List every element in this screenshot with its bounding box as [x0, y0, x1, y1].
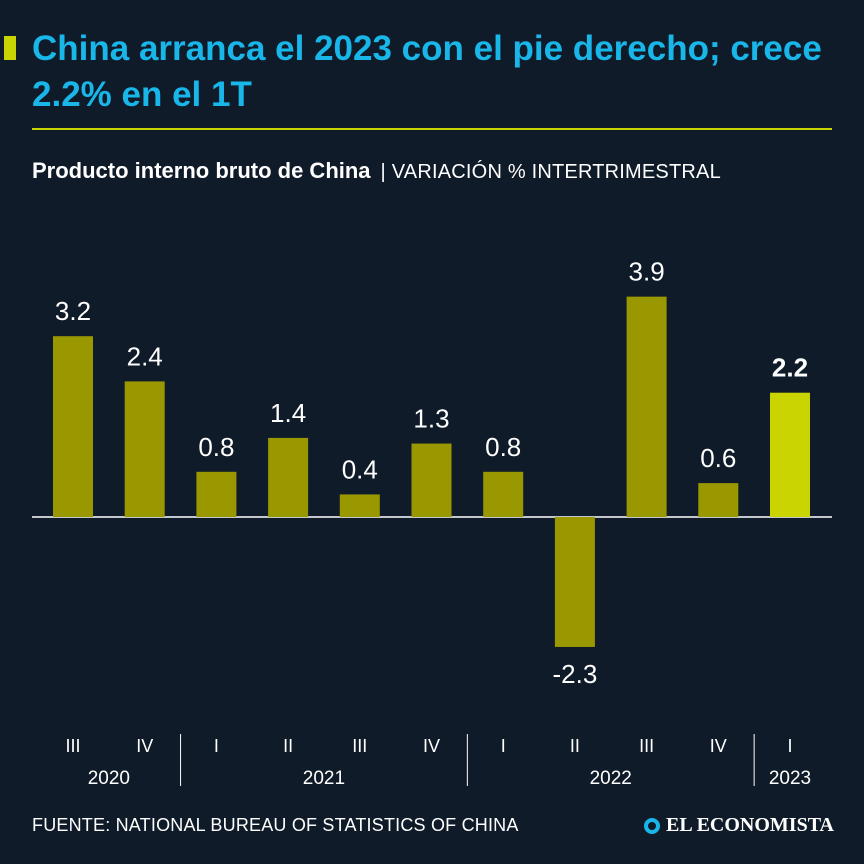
year-label-2020: 2020 [88, 768, 130, 789]
bar-9 [698, 483, 739, 517]
subtitle-unit: VARIACIÓN % INTERTRIMESTRAL [391, 161, 721, 183]
brand-logo: EL ECONOMISTA [644, 814, 834, 837]
year-label-2022: 2022 [590, 768, 632, 789]
year-label-2023: 2023 [769, 768, 811, 789]
value-label-2: 0.8 [198, 432, 234, 462]
quarter-label-7: II [570, 736, 580, 756]
year-label-2021: 2021 [303, 768, 345, 789]
bar-5 [411, 443, 452, 517]
value-label-0: 3.2 [55, 296, 91, 326]
bar-10 [770, 392, 810, 517]
title-divider [32, 128, 832, 130]
quarter-label-10: I [787, 736, 792, 756]
quarter-label-9: IV [710, 736, 727, 756]
value-label-5: 1.3 [413, 404, 449, 434]
bar-1 [124, 381, 165, 517]
value-label-3: 1.4 [270, 398, 306, 428]
value-label-9: 0.6 [700, 443, 736, 473]
quarter-label-8: III [639, 736, 654, 756]
bar-8 [626, 296, 667, 517]
quarter-label-3: II [283, 736, 293, 756]
quarter-label-6: I [501, 736, 506, 756]
quarter-label-5: IV [423, 736, 440, 756]
brand-name: EL ECONOMISTA [666, 814, 834, 836]
title-accent-bar [4, 36, 16, 60]
value-label-4: 0.4 [342, 454, 378, 484]
bar-2 [196, 471, 237, 517]
chart-subtitle: Producto interno bruto de China | VARIACIÓ… [32, 156, 842, 187]
bar-0 [53, 336, 93, 517]
brand-icon [644, 817, 660, 834]
quarter-label-0: III [65, 736, 80, 756]
source-note: FUENTE: NATIONAL BUREAU OF STATISTICS OF… [32, 815, 519, 835]
bar-4 [339, 494, 380, 517]
value-label-7: -2.3 [552, 659, 597, 689]
value-label-10: 2.2 [772, 353, 808, 383]
quarter-label-1: IV [136, 736, 153, 756]
subtitle-separator: | [380, 161, 386, 183]
value-label-1: 2.4 [127, 341, 163, 371]
quarter-label-2: I [214, 736, 219, 756]
bar-3 [268, 437, 309, 517]
chart-headline: China arranca el 2023 con el pie derecho… [32, 29, 822, 114]
subtitle-main: Producto interno bruto de China [32, 158, 371, 183]
quarter-label-4: III [352, 736, 367, 756]
value-label-8: 3.9 [629, 257, 665, 287]
bar-6 [483, 471, 524, 517]
value-label-6: 0.8 [485, 432, 521, 462]
bar-7 [554, 517, 595, 647]
